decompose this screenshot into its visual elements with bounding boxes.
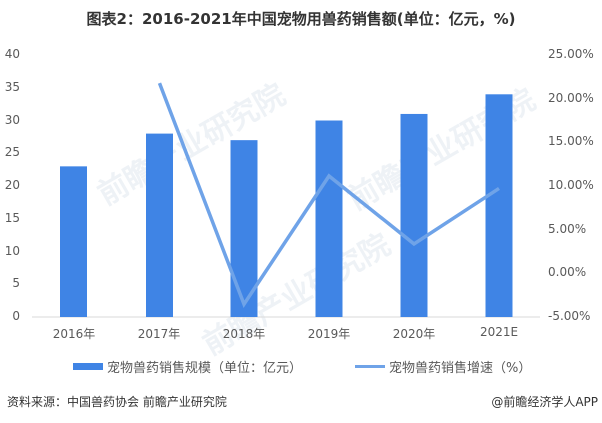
growth-line <box>157 82 500 308</box>
bar <box>485 94 513 317</box>
legend-item-bar: 宠物兽药销售规模（单位：亿元） <box>73 357 302 376</box>
source-note: 资料来源：中国兽药协会 前瞻产业研究院 <box>7 395 227 409</box>
left-axis-tick: 35 <box>4 80 20 94</box>
legend-label: 宠物兽药销售增速（%） <box>389 361 532 376</box>
right-axis-tick: 25.00% <box>548 47 594 61</box>
x-axis-tick: 2021E <box>479 325 519 339</box>
x-axis-tick: 2016年 <box>52 327 96 341</box>
x-axis-tick: 2019年 <box>307 327 351 341</box>
left-axis-tick: 25 <box>4 145 20 159</box>
right-axis-tick: 20.00% <box>548 91 594 105</box>
right-axis-tick: 5.00% <box>548 222 587 236</box>
bar <box>400 113 428 317</box>
left-axis-tick: 20 <box>4 178 20 192</box>
right-axis-tick: -5.00% <box>548 309 591 323</box>
left-axis-tick: 40 <box>4 47 20 61</box>
x-axis-tick: 2018年 <box>222 327 266 341</box>
left-axis-tick: 5 <box>12 276 20 290</box>
bar <box>315 120 343 317</box>
legend-item-line: 宠物兽药销售增速（%） <box>355 357 531 376</box>
bar-series <box>60 94 513 317</box>
left-axis-tick: 15 <box>4 211 20 225</box>
chart-title: 图表2：2016-2021年中国宠物用兽药销售额(单位：亿元，%) <box>86 10 516 28</box>
bar-swatch-icon <box>73 363 103 370</box>
x-axis-tick: 2020年 <box>392 327 436 341</box>
bar <box>146 133 173 317</box>
right-axis-tick: 15.00% <box>548 134 594 148</box>
legend-label: 宠物兽药销售规模（单位：亿元） <box>107 361 303 376</box>
line-swatch-icon <box>355 365 385 368</box>
left-axis-tick: 10 <box>4 244 20 258</box>
bar <box>60 166 87 317</box>
left-axis-tick: 0 <box>12 309 20 323</box>
x-axis-tick: 2017年 <box>137 327 181 341</box>
credit-note: @前瞻经济学人APP <box>491 395 598 409</box>
right-axis-tick: 0.00% <box>548 265 587 279</box>
right-axis-tick: 10.00% <box>548 178 594 192</box>
left-axis-tick: 30 <box>4 113 20 127</box>
